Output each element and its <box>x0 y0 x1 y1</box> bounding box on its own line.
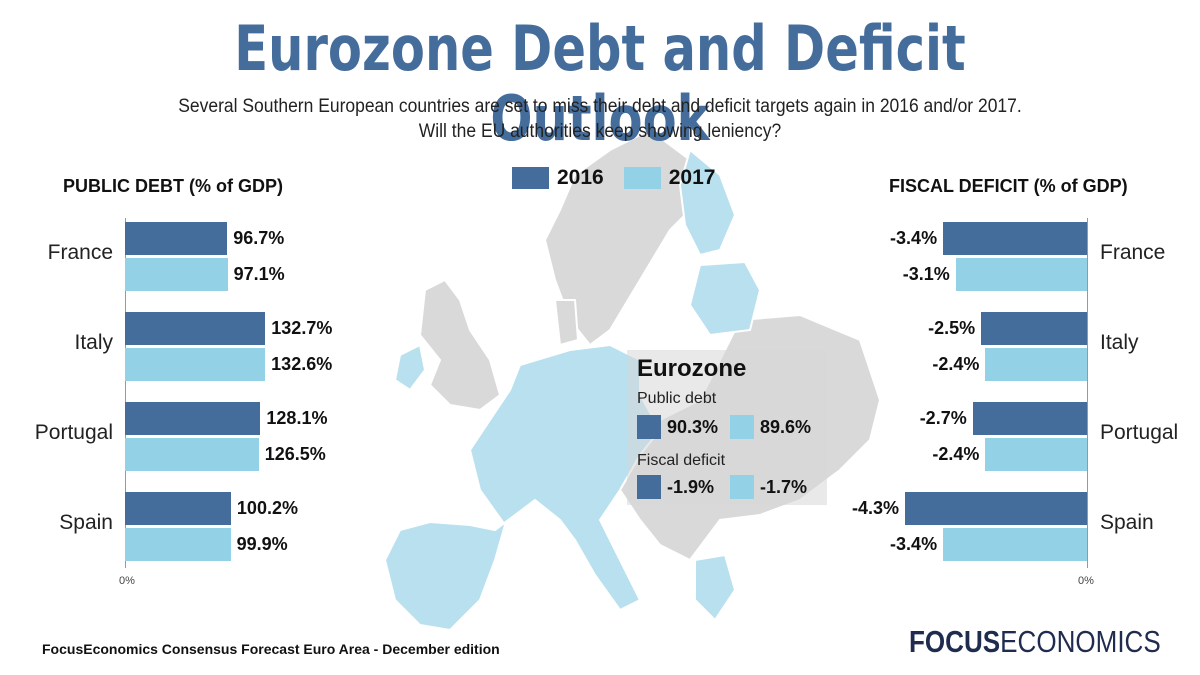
subtitle-line-1: Several Southern European countries are … <box>178 96 1022 117</box>
debt-value-label: 132.6% <box>271 354 333 374</box>
deficit-country-label: Italy <box>1100 331 1139 354</box>
debt-bar-2017 <box>125 528 231 561</box>
debt-value-label: 97.1% <box>233 264 285 284</box>
debt-value-label: 126.5% <box>264 444 326 464</box>
debt-panel-title: PUBLIC DEBT (% of GDP) <box>63 176 283 196</box>
debt-axis-line <box>125 218 126 568</box>
map-baltics <box>688 260 762 337</box>
debt-country-label: France <box>47 241 113 264</box>
deficit-country-label: France <box>1100 241 1166 264</box>
debt-country-label: Spain <box>59 511 113 534</box>
map-finland <box>678 148 737 257</box>
eurozone-debt-2017-swatch <box>730 415 754 439</box>
deficit-bar-2017 <box>955 258 1087 291</box>
eurozone-deficit-label: Fiscal deficit <box>637 452 726 469</box>
legend: 2016 2017 <box>512 165 715 191</box>
debt-value-label: 128.1% <box>266 408 328 428</box>
map-uk <box>418 278 502 412</box>
map-ireland <box>393 343 427 392</box>
focuseconomics-logo: FOCUSECONOMICS <box>909 624 1161 660</box>
debt-value-label: 96.7% <box>233 228 285 248</box>
deficit-bar-2016 <box>905 492 1087 525</box>
legend-swatch-2016 <box>512 167 549 189</box>
debt-country-label: Portugal <box>34 421 113 444</box>
eurozone-deficit-2016-swatch <box>637 475 661 499</box>
debt-bar-2017 <box>125 348 266 381</box>
logo-bold-part: FOCUS <box>909 624 1001 659</box>
eurozone-debt-2017-value: 89.6% <box>760 416 812 437</box>
map-norway-sweden <box>543 128 702 347</box>
legend-label-2016: 2016 <box>557 166 604 189</box>
debt-value-label: 100.2% <box>236 498 298 518</box>
deficit-value-label: -3.4% <box>890 228 938 248</box>
legend-label-2017: 2017 <box>668 166 716 189</box>
debt-bar-2016 <box>125 222 228 255</box>
deficit-axis-label: 0% <box>1078 575 1094 587</box>
eurozone-deficit-2016: -1.9% <box>637 475 714 499</box>
eurozone-deficit-2017-swatch <box>730 475 754 499</box>
deficit-value-label: -3.4% <box>890 534 938 554</box>
deficit-bar-2017 <box>985 438 1087 471</box>
map-continental-eurozone <box>383 343 662 632</box>
eurozone-title: Eurozone <box>637 355 747 382</box>
map-eurozone-regions <box>383 148 762 632</box>
deficit-value-label: -4.3% <box>851 498 899 518</box>
deficit-value-label: -2.4% <box>932 354 980 374</box>
debt-bar-2017 <box>125 258 228 291</box>
eurozone-debt-2016: 90.3% <box>637 415 718 439</box>
deficit-value-label: -2.5% <box>928 318 976 338</box>
deficit-country-label: Spain <box>1100 511 1154 534</box>
deficit-panel-title: FISCAL DEFICIT (% of GDP) <box>889 176 1128 196</box>
deficit-bar-2017 <box>943 528 1087 561</box>
deficit-bar-2016 <box>972 402 1087 435</box>
deficit-bar-2016 <box>981 312 1087 345</box>
eurozone-deficit-2017: -1.7% <box>730 475 807 499</box>
page-title: Eurozone Debt and Deficit Outlook <box>234 12 966 155</box>
debt-value-label: 132.7% <box>271 318 333 338</box>
debt-axis-label: 0% <box>119 575 135 587</box>
subtitle-line-2: Will the EU authorities keep showing len… <box>418 121 782 142</box>
eurozone-debt-2016-value: 90.3% <box>667 416 719 437</box>
debt-bar-2016 <box>125 402 261 435</box>
deficit-value-label: -3.1% <box>902 264 950 284</box>
eurozone-debt-2016-swatch <box>637 415 661 439</box>
eurozone-deficit-2016-value: -1.9% <box>667 476 715 497</box>
eurozone-deficit-2017-value: -1.7% <box>760 476 808 497</box>
deficit-value-label: -2.7% <box>919 408 967 428</box>
debt-value-label: 99.9% <box>236 534 288 554</box>
eurozone-debt-label: Public debt <box>637 390 717 407</box>
deficit-country-label: Portugal <box>1100 421 1179 444</box>
deficit-bar-2016 <box>943 222 1087 255</box>
debt-bar-2016 <box>125 312 266 345</box>
source-note: FocusEconomics Consensus Forecast Euro A… <box>42 641 500 657</box>
deficit-bar-2017 <box>985 348 1087 381</box>
map-greece <box>694 553 737 622</box>
deficit-axis-line <box>1087 218 1088 568</box>
legend-swatch-2017 <box>623 167 661 189</box>
debt-country-label: Italy <box>74 331 113 354</box>
eurozone-debt-2017: 89.6% <box>730 415 811 439</box>
debt-bar-2016 <box>125 492 231 525</box>
deficit-value-label: -2.4% <box>932 444 980 464</box>
logo-regular-part: ECONOMICS <box>1000 624 1161 659</box>
debt-bar-2017 <box>125 438 259 471</box>
map-denmark <box>553 299 580 347</box>
